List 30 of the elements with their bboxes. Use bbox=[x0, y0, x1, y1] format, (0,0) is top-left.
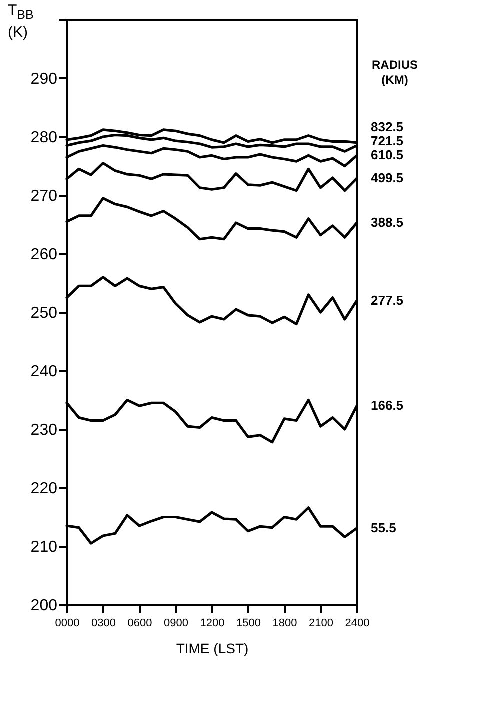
x-tick-label: 1800 bbox=[272, 618, 298, 630]
x-axis-title: TIME (LST) bbox=[176, 640, 249, 656]
series-label: 610.5 bbox=[371, 148, 404, 163]
x-tick-label: 0300 bbox=[92, 618, 116, 630]
legend-title: RADIUS (KM) bbox=[372, 58, 418, 87]
series-label: 832.5 bbox=[371, 120, 404, 135]
x-tick-label: 2400 bbox=[345, 618, 370, 630]
y-tick-label: 270 bbox=[30, 188, 58, 205]
y-tick-label: 280 bbox=[30, 130, 58, 146]
y-tick-label: 220 bbox=[30, 480, 58, 498]
y-axis-title: T$_{BB}$ (K) bbox=[8, 2, 34, 42]
x-tick-label: 0600 bbox=[128, 618, 152, 630]
series-label: 388.5 bbox=[371, 214, 404, 230]
series-label: 721.5 bbox=[371, 134, 404, 149]
x-tick-label: 0000 bbox=[55, 618, 80, 630]
y-tick-label: 240 bbox=[30, 364, 58, 380]
x-tick-label: 1500 bbox=[236, 618, 261, 630]
series-label: 277.5 bbox=[371, 292, 404, 308]
x-tick-label: 0900 bbox=[164, 618, 188, 630]
y-tick-label: 230 bbox=[30, 422, 58, 439]
x-tick-label: 1200 bbox=[200, 618, 225, 630]
series-label: 55.5 bbox=[371, 520, 396, 536]
y-tick-label: 260 bbox=[30, 246, 58, 264]
series-label: 499.5 bbox=[371, 170, 404, 186]
y-tick-label: 290 bbox=[30, 71, 58, 88]
series-label: 166.5 bbox=[371, 398, 404, 414]
y-tick-label: 250 bbox=[30, 305, 58, 322]
y-tick-label: 210 bbox=[30, 539, 58, 556]
y-tick-label: 200 bbox=[30, 598, 58, 614]
x-tick-label: 2100 bbox=[309, 618, 334, 630]
